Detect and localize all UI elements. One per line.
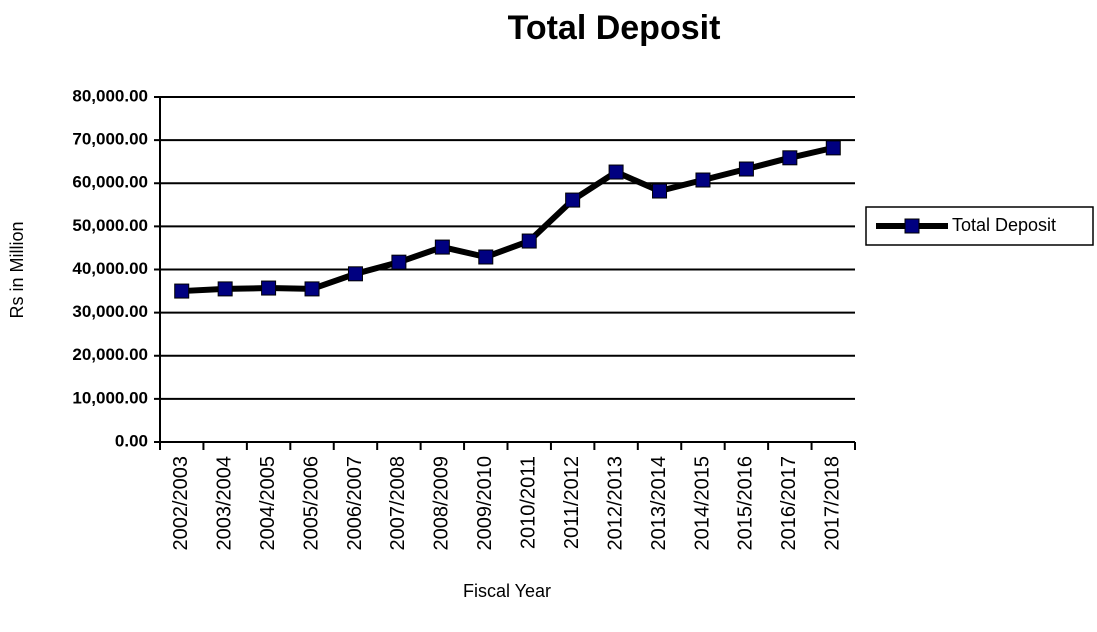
x-tick-label: 2012/2013 (604, 456, 626, 551)
marker (304, 281, 320, 297)
y-tick-label: 80,000.00 (72, 86, 148, 105)
marker (478, 249, 494, 265)
x-tick-label: 2009/2010 (474, 456, 496, 551)
x-tick-label: 2016/2017 (778, 456, 800, 551)
marker (217, 281, 233, 297)
x-tick-label: 2007/2008 (387, 456, 409, 551)
y-tick-label: 0.00 (115, 431, 148, 450)
legend-label: Total Deposit (952, 215, 1056, 235)
marker (391, 254, 407, 270)
y-tick-label: 70,000.00 (72, 130, 148, 149)
x-tick-label: 2010/2011 (518, 456, 540, 549)
x-tick-label: 2003/2004 (213, 456, 235, 551)
legend-box (865, 206, 1094, 246)
y-tick-label: 50,000.00 (72, 216, 148, 235)
y-tick-label: 60,000.00 (72, 173, 148, 192)
marker (434, 239, 450, 255)
legend-marker (904, 218, 920, 234)
x-tick-label: 2013/2014 (648, 456, 670, 551)
y-tick-label: 30,000.00 (72, 302, 148, 321)
marker (695, 172, 711, 188)
x-tick-label: 2008/2009 (431, 456, 453, 551)
y-tick-label: 10,000.00 (72, 388, 148, 407)
marker (782, 150, 798, 166)
marker (565, 192, 581, 208)
x-tick-label: 2006/2007 (344, 456, 366, 551)
x-tick-label: 2017/2018 (822, 456, 844, 551)
marker (521, 233, 537, 249)
x-axis-label: Fiscal Year (463, 581, 551, 601)
marker (738, 161, 754, 177)
x-tick-label: 2004/2005 (257, 456, 279, 551)
y-tick-label: 20,000.00 (72, 345, 148, 364)
x-tick-label: 2002/2003 (170, 456, 192, 551)
x-tick-label: 2005/2006 (300, 456, 322, 551)
y-axis-label: Rs in Million (7, 221, 27, 318)
line (181, 144, 834, 295)
marker (347, 266, 363, 282)
marker (608, 164, 624, 180)
marker (652, 183, 668, 199)
marker (261, 280, 277, 296)
chart-title: Total Deposit (508, 9, 721, 47)
x-tick-label: 2015/2016 (735, 456, 757, 551)
y-tick-label: 40,000.00 (72, 259, 148, 278)
x-tick-label: 2014/2015 (691, 456, 713, 551)
marker (174, 283, 190, 299)
x-tick-label: 2011/2012 (561, 456, 583, 549)
marker (825, 140, 841, 156)
